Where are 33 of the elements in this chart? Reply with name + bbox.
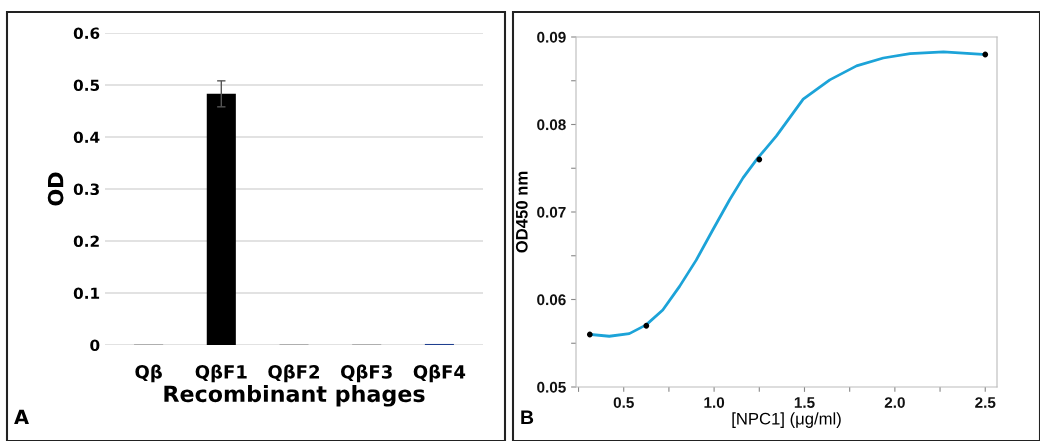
y-axis-title: OD bbox=[47, 172, 64, 206]
bar bbox=[206, 93, 236, 345]
x-tick-label: QβF2 bbox=[268, 364, 320, 383]
x-tick-label: 0.5 bbox=[613, 397, 634, 408]
point bbox=[756, 156, 763, 163]
x-axis-title: [NPC1] (μg/ml) bbox=[732, 412, 841, 428]
y-tick-label: 0.5 bbox=[73, 79, 100, 92]
x-tick-label: 1.5 bbox=[794, 397, 815, 408]
y-tick-label: 0.2 bbox=[73, 235, 99, 248]
x-tick-label: QβF4 bbox=[413, 364, 466, 383]
y-tick-label: 0.3 bbox=[73, 183, 99, 196]
x-tick-label: QβF3 bbox=[341, 364, 392, 383]
point bbox=[643, 322, 650, 329]
x-tick-label: 2.5 bbox=[975, 397, 996, 408]
point bbox=[586, 331, 593, 338]
y-tick-label: 0.09 bbox=[537, 31, 566, 43]
text: B bbox=[521, 410, 534, 424]
x-axis-title: Recombinant phages bbox=[164, 384, 425, 407]
text: A bbox=[14, 409, 29, 424]
x-tick-label: Qβ bbox=[135, 364, 162, 383]
point bbox=[982, 51, 989, 58]
x-tick-label: QβF1 bbox=[195, 364, 247, 383]
y-tick-label: 0 bbox=[90, 339, 100, 352]
y-tick-label: 0.05 bbox=[537, 381, 566, 393]
y-axis-title: OD450 nm bbox=[515, 171, 528, 253]
y-tick-label: 0.4 bbox=[73, 131, 100, 144]
x-tick-label: 1.0 bbox=[704, 397, 725, 408]
y-tick-label: 0.07 bbox=[537, 206, 566, 218]
y-tick-label: 0.08 bbox=[537, 119, 566, 131]
y-tick-label: 0.6 bbox=[73, 27, 100, 40]
y-tick-label: 0.1 bbox=[73, 287, 100, 300]
x-tick-label: 2.0 bbox=[884, 397, 905, 408]
y-tick-label: 0.06 bbox=[537, 294, 566, 306]
